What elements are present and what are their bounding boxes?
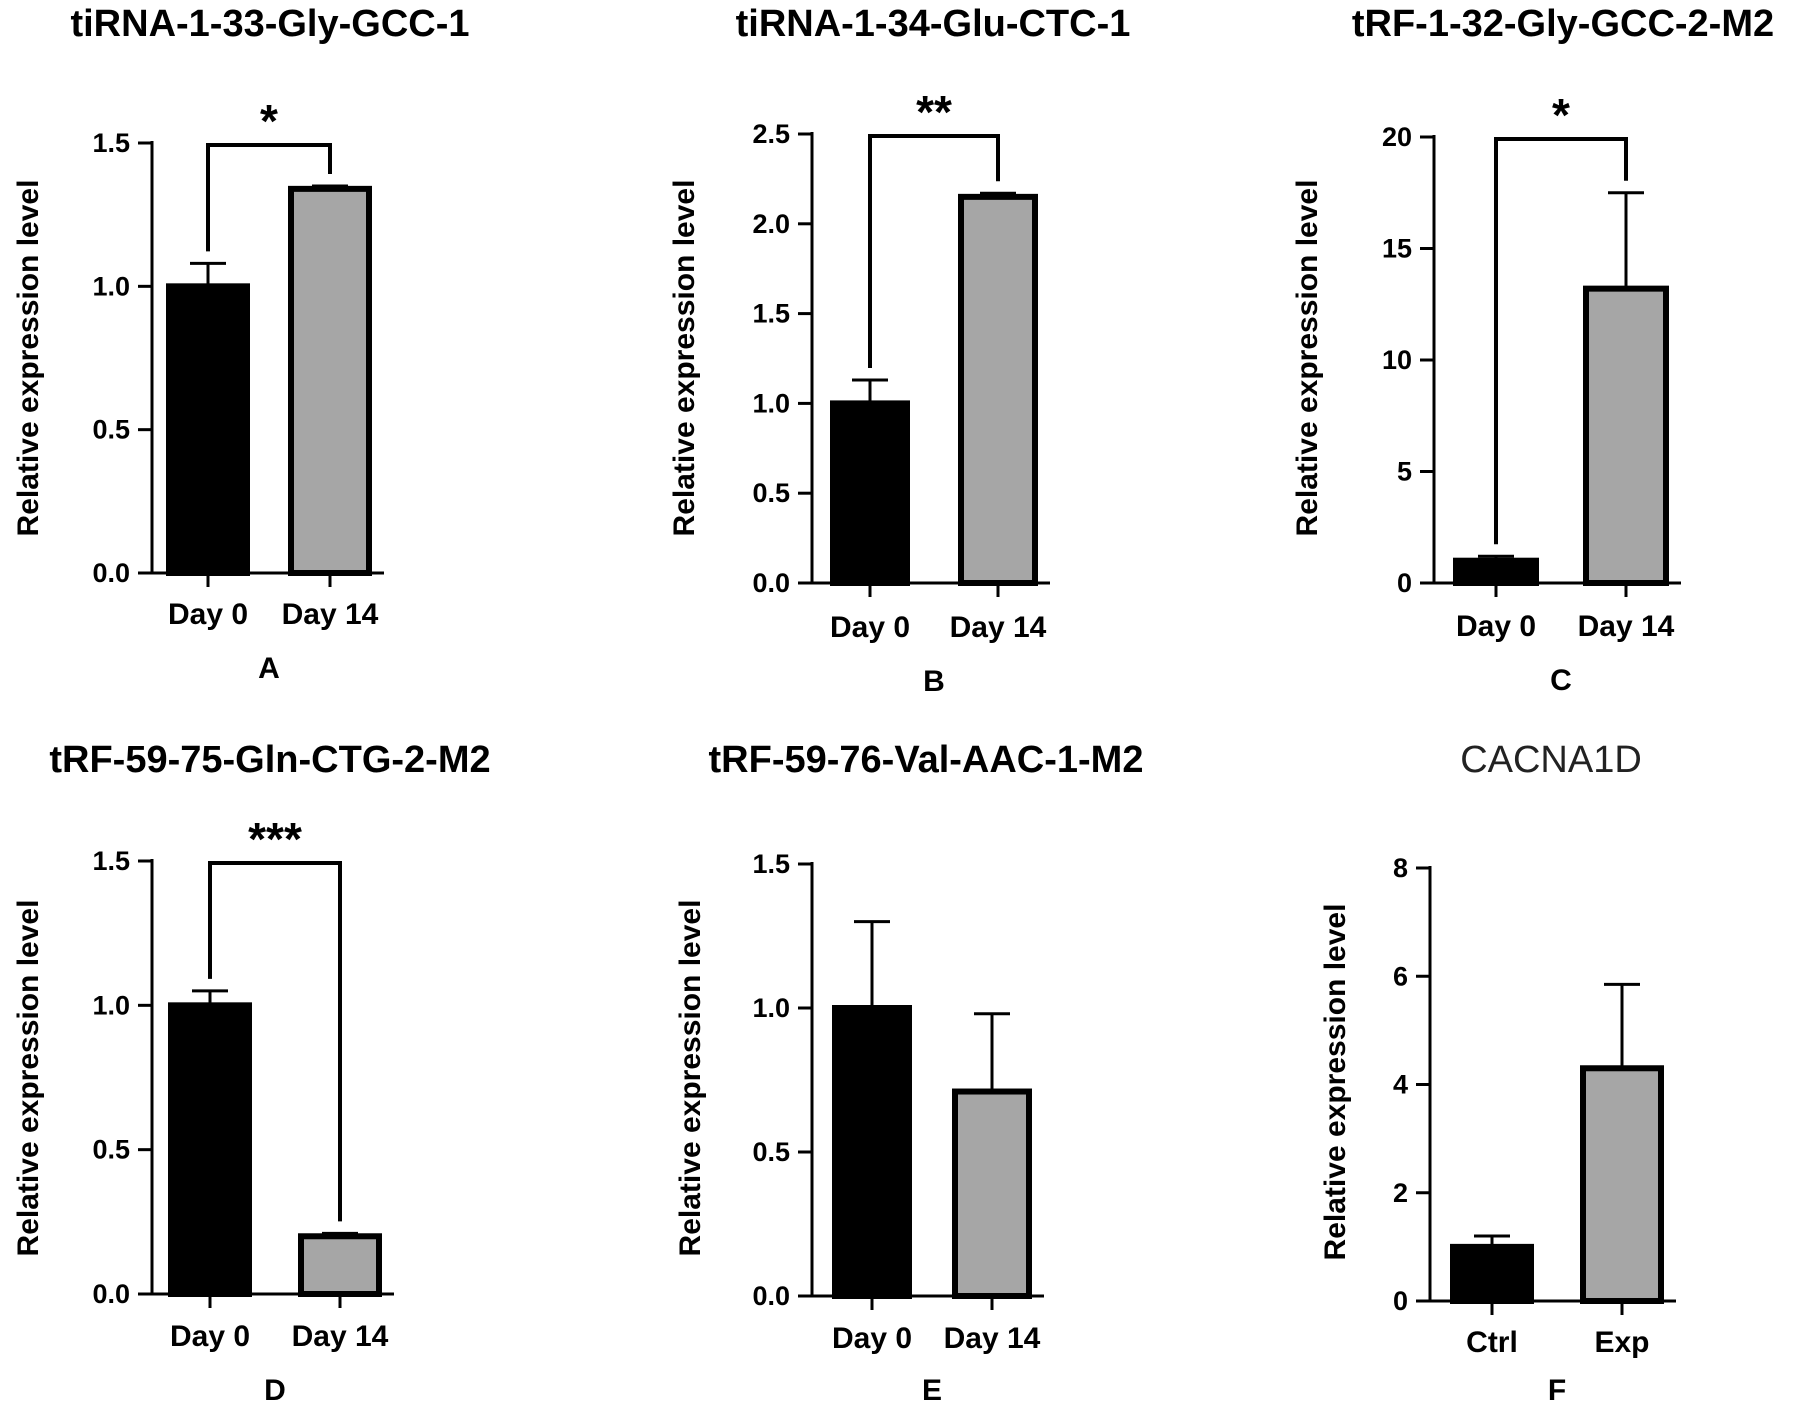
chart-panel-e: tRF-59-76-Val-AAC-1-M2 Relative expressio…: [674, 739, 1143, 1404]
y-tick-label: 10: [1382, 345, 1412, 375]
bar-day-0: [1453, 557, 1539, 587]
x-tick-label: Day 0: [1456, 610, 1536, 643]
y-tick-label: 2.0: [752, 209, 790, 239]
chart-panel-b: tiRNA-1-34-Glu-CTC-1 Relative expression …: [668, 3, 1130, 698]
chart-title: tiRNA-1-34-Glu-CTC-1: [736, 3, 1131, 45]
x-tick-label: Day 14: [944, 1322, 1041, 1355]
y-tick-label: 1.0: [92, 271, 130, 301]
chart-panel-c: tRF-1-32-Gly-GCC-2-M2 Relative expression…: [1291, 3, 1774, 697]
y-tick-label: 1.0: [752, 388, 790, 418]
y-tick-label: 4: [1393, 1070, 1408, 1100]
bar-day-14: [958, 193, 1038, 587]
x-tick-label: Exp: [1594, 1326, 1649, 1359]
panel-label: B: [923, 665, 945, 698]
y-axis-label: Relative expression level: [12, 180, 45, 537]
y-tick-label: 20: [1382, 122, 1412, 152]
y-tick-label: 1.5: [752, 299, 790, 329]
bar-day-14: [288, 185, 372, 576]
bar-day-0: [166, 283, 250, 576]
bar-day-0: [832, 1005, 912, 1299]
y-tick-label: 5: [1397, 457, 1412, 487]
y-tick-label: 0.5: [92, 415, 130, 445]
y-tick-label: 0.5: [752, 478, 790, 508]
x-tick-label: Day 0: [830, 611, 910, 644]
bar-day-14: [952, 1088, 1032, 1300]
x-tick-label: Day 14: [950, 611, 1047, 644]
chart-title: tRF-59-76-Val-AAC-1-M2: [709, 739, 1144, 781]
x-tick-label: Day 14: [1578, 610, 1675, 643]
y-tick-label: 0.0: [92, 1279, 130, 1309]
panel-label: F: [1548, 1374, 1566, 1404]
chart-title: tRF-1-32-Gly-GCC-2-M2: [1352, 3, 1774, 45]
y-tick-label: 1.5: [92, 846, 130, 876]
y-tick-label: 0: [1393, 1286, 1408, 1316]
chart-title: CACNA1D: [1460, 739, 1642, 781]
bar-day-14: [1583, 285, 1669, 586]
y-tick-label: 6: [1393, 961, 1408, 991]
y-tick-label: 2.5: [752, 119, 790, 149]
significance-marker: *: [1552, 89, 1570, 141]
y-tick-label: 15: [1382, 234, 1412, 264]
panel-label: E: [922, 1374, 942, 1404]
bar-ctrl: [1450, 1243, 1534, 1304]
bar-day-0: [830, 400, 910, 586]
chart-panel-f: CACNA1D Relative expression level 0 2 4 6 8 Ctr…: [1319, 739, 1676, 1404]
significance-bracket: [868, 134, 1000, 369]
bar-exp: [1580, 1065, 1664, 1304]
y-tick-label: 1.5: [752, 849, 790, 879]
significance-bracket: [1494, 137, 1628, 545]
significance-marker: **: [916, 86, 952, 138]
y-tick-label: 0: [1397, 568, 1412, 598]
x-tick-label: Day 0: [832, 1322, 912, 1355]
x-tick-label: Day 0: [168, 598, 248, 631]
bar-day-14: [298, 1233, 382, 1298]
y-tick-label: 1.0: [752, 993, 790, 1023]
bar-day-0: [168, 1002, 252, 1297]
panel-label: D: [264, 1374, 286, 1404]
chart-title: tRF-59-75-Gln-CTG-2-M2: [49, 739, 490, 781]
significance-bracket: [208, 861, 342, 1222]
y-tick-label: 2: [1393, 1178, 1408, 1208]
y-axis-label: Relative expression level: [1291, 180, 1324, 537]
chart-panel-a: tiRNA-1-33-Gly-GCC-1 Relative expression …: [12, 3, 470, 685]
panel-label: C: [1550, 664, 1572, 697]
x-tick-label: Ctrl: [1466, 1326, 1518, 1359]
y-tick-label: 0.5: [92, 1135, 130, 1165]
y-tick-label: 0.5: [752, 1137, 790, 1167]
x-tick-label: Day 14: [292, 1320, 389, 1353]
x-tick-label: Day 0: [170, 1320, 250, 1353]
y-tick-label: 1.0: [92, 990, 130, 1020]
y-axis-label: Relative expression level: [668, 180, 701, 537]
y-axis-label: Relative expression level: [674, 900, 707, 1257]
chart-panel-d: tRF-59-75-Gln-CTG-2-M2 Relative expressio…: [12, 739, 491, 1404]
y-tick-label: 0.0: [752, 1281, 790, 1311]
y-tick-label: 0.0: [752, 568, 790, 598]
y-axis-label: Relative expression level: [12, 900, 45, 1257]
x-tick-label: Day 14: [282, 598, 379, 631]
y-tick-label: 0.0: [92, 558, 130, 588]
panel-label: A: [258, 652, 280, 685]
chart-title: tiRNA-1-33-Gly-GCC-1: [70, 3, 469, 45]
significance-marker: ***: [248, 813, 302, 865]
y-tick-label: 8: [1393, 853, 1408, 883]
y-axis-label: Relative expression level: [1319, 904, 1352, 1261]
significance-marker: *: [260, 95, 278, 147]
significance-bracket: [206, 143, 332, 252]
y-tick-label: 1.5: [92, 128, 130, 158]
